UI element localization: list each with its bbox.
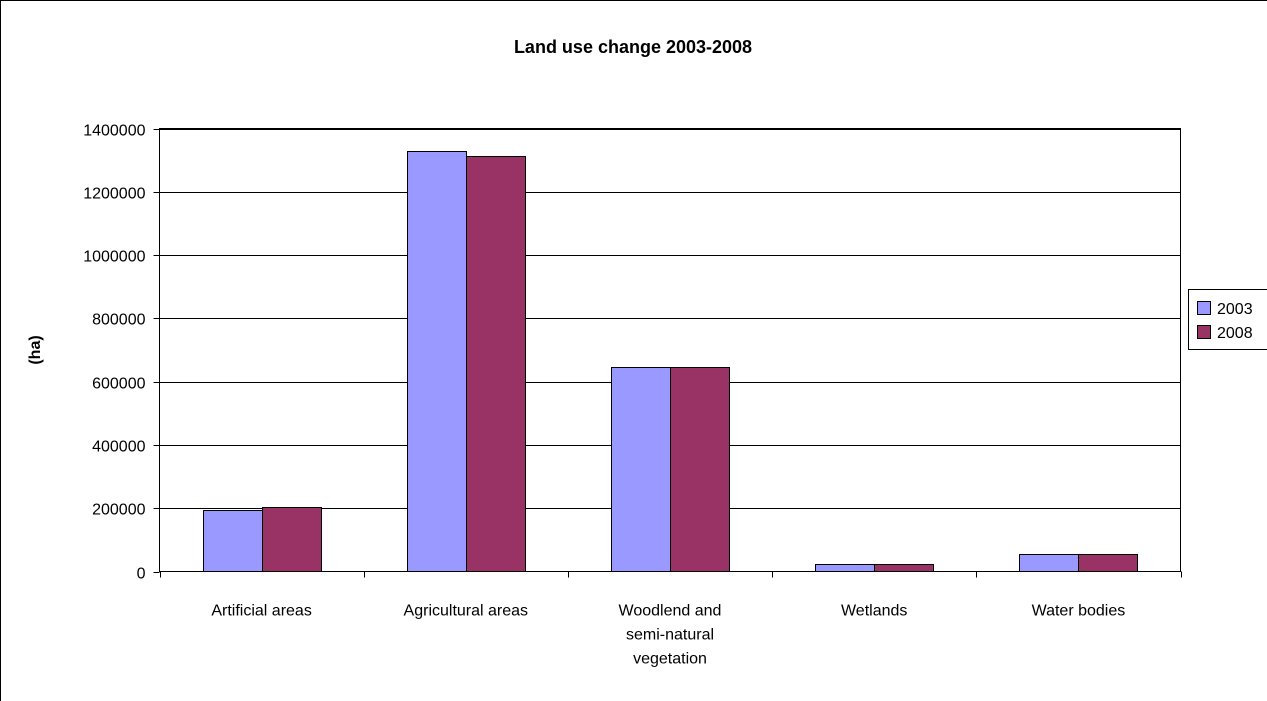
chart-title: Land use change 2003-2008	[514, 37, 752, 57]
x-category-label: semi-natural	[626, 627, 714, 644]
legend-box	[1188, 289, 1267, 350]
bar-2008-0	[262, 507, 322, 572]
y-tick-label: 600000	[92, 376, 145, 393]
legend: 2003 2008	[1188, 289, 1267, 350]
x-category-label: Water bodies	[1032, 603, 1126, 620]
legend-swatch-2003	[1197, 301, 1211, 315]
bar-2008-4	[1078, 554, 1138, 572]
y-tick-label: 1400000	[83, 123, 145, 140]
bar-2003-4	[1019, 554, 1079, 572]
y-tick-label: 800000	[92, 312, 145, 329]
bar-2003-2	[611, 367, 671, 572]
legend-swatch-2008	[1197, 325, 1211, 339]
axes	[153, 128, 1182, 578]
bar-2008-3	[874, 564, 934, 572]
y-tick-labels: 0 200000 400000 600000 800000 1000000 1200000 1…	[83, 123, 145, 583]
y-tick-label: 200000	[92, 502, 145, 519]
bar-2003-3	[815, 564, 875, 572]
x-category-label: Artificial areas	[211, 603, 311, 620]
x-category-label: Wetlands	[841, 603, 907, 620]
legend-label-2003: 2003	[1217, 301, 1253, 318]
y-tick-label: 0	[137, 566, 146, 583]
legend-label-2008: 2008	[1217, 325, 1253, 342]
bar-2003-0	[203, 510, 263, 572]
x-category-label: Woodlend and	[619, 603, 722, 620]
bar-2008-2	[670, 367, 730, 572]
bar-2003-1	[407, 151, 467, 572]
y-tick-label: 1000000	[83, 249, 145, 266]
bars	[203, 151, 1138, 572]
y-tick-label: 400000	[92, 439, 145, 456]
x-tick-labels: Artificial areas Agricultural areas Woodle…	[211, 603, 1125, 668]
x-category-label: vegetation	[633, 651, 707, 668]
x-category-label: Agricultural areas	[404, 603, 529, 620]
bar-2008-1	[466, 156, 526, 572]
y-tick-label: 1200000	[83, 186, 145, 203]
y-axis-label: (ha)	[27, 335, 44, 364]
